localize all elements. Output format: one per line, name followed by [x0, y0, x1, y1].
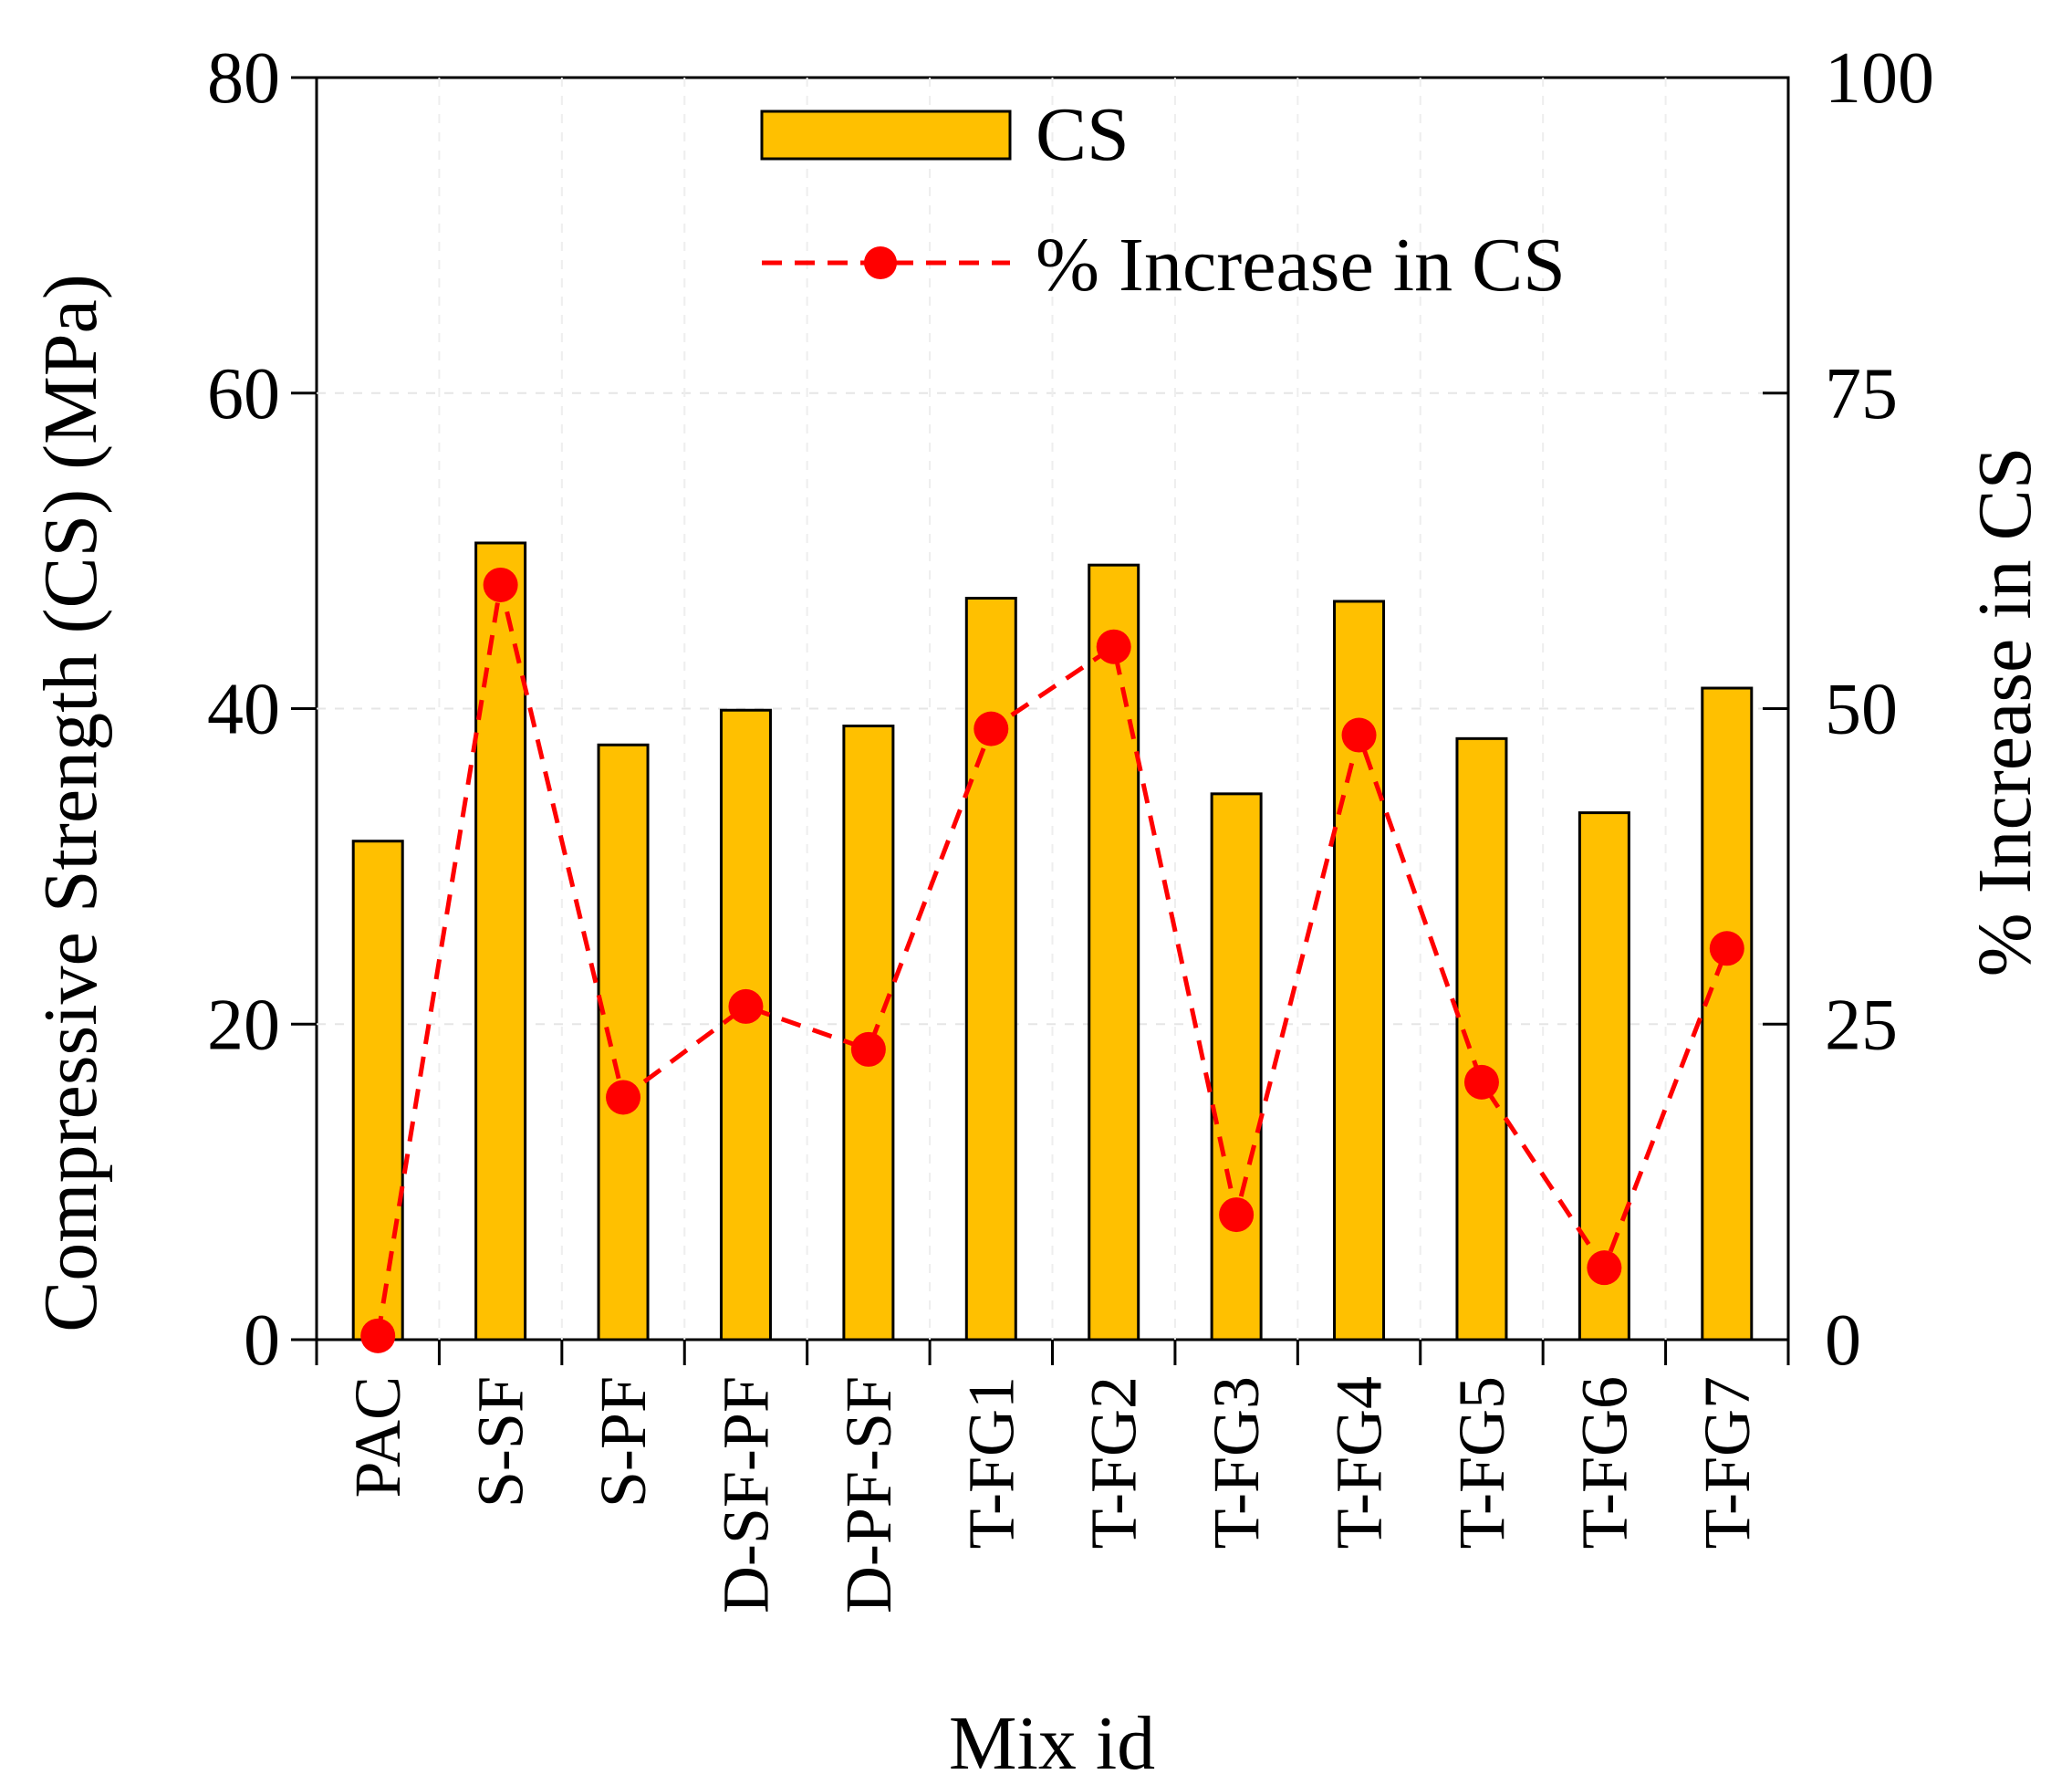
x-tick-label: T-FG6 — [1567, 1376, 1640, 1549]
bar — [1333, 600, 1386, 1341]
bar — [597, 743, 650, 1341]
x-tick-label: T-FG7 — [1691, 1376, 1764, 1549]
bar — [1701, 686, 1754, 1341]
y2-tick-label: 0 — [1825, 1300, 1861, 1381]
bar — [964, 596, 1017, 1341]
increase-point — [1096, 629, 1131, 664]
bar — [1210, 792, 1263, 1341]
x-tick-label: T-FG4 — [1323, 1376, 1396, 1549]
increase-point — [483, 567, 518, 602]
y-tick-label: 20 — [207, 985, 280, 1065]
x-tick-label: D-SF-PF — [709, 1376, 782, 1613]
y2-tick-label: 25 — [1825, 985, 1898, 1065]
bar — [719, 708, 772, 1341]
x-tick-label: S-SF — [464, 1376, 537, 1508]
y2-axis-title: % Increase in CS — [1963, 447, 2047, 977]
legend-label-increase: % Increase in CS — [1036, 223, 1566, 308]
y-tick-label: 60 — [207, 354, 280, 434]
x-tick-label: T-FG1 — [954, 1376, 1027, 1549]
bar — [1088, 563, 1140, 1341]
y2-tick-label: 100 — [1825, 38, 1934, 119]
grid — [317, 78, 1788, 1340]
y-tick-label: 40 — [207, 670, 280, 750]
increase-line — [375, 584, 1730, 1337]
y-tick-label: 0 — [244, 1300, 280, 1381]
bar — [351, 840, 404, 1341]
legend-swatch-cs — [760, 110, 1012, 161]
y-tick-label: 80 — [207, 38, 280, 119]
increase-point — [728, 988, 764, 1024]
legend: CS % Increase in CS — [760, 92, 1566, 308]
x-tick-label: S-PF — [587, 1376, 660, 1508]
y2-tick-label: 75 — [1825, 354, 1898, 434]
legend-label-cs: CS — [1036, 92, 1130, 177]
increase-point — [1709, 931, 1744, 966]
y-axis-title: Compressive Strength (CS) (MPa) — [28, 274, 113, 1332]
x-tick-label: D-PF-SF — [832, 1376, 905, 1613]
x-tick-label: PAC — [341, 1376, 414, 1498]
line-series — [360, 567, 1744, 1353]
increase-point — [1219, 1197, 1255, 1233]
increase-point — [360, 1318, 396, 1353]
increase-point — [850, 1031, 886, 1067]
increase-point — [606, 1080, 641, 1115]
increase-point — [974, 711, 1009, 746]
increase-point — [1587, 1250, 1622, 1286]
y2-tick-label: 50 — [1825, 670, 1898, 750]
x-axis-title: Mix id — [949, 1701, 1155, 1785]
axes: 0 20 40 60 80 0 25 50 75 100 PAC S-SF S-PF D-SF-PF D-P… — [207, 38, 1934, 1613]
x-tick-label: T-FG3 — [1200, 1376, 1273, 1549]
legend-marker-increase — [864, 246, 897, 279]
increase-point — [1463, 1064, 1499, 1100]
x-tick-label: T-FG2 — [1078, 1376, 1151, 1549]
increase-point — [1341, 717, 1377, 753]
x-tick-label: T-FG5 — [1445, 1376, 1518, 1549]
